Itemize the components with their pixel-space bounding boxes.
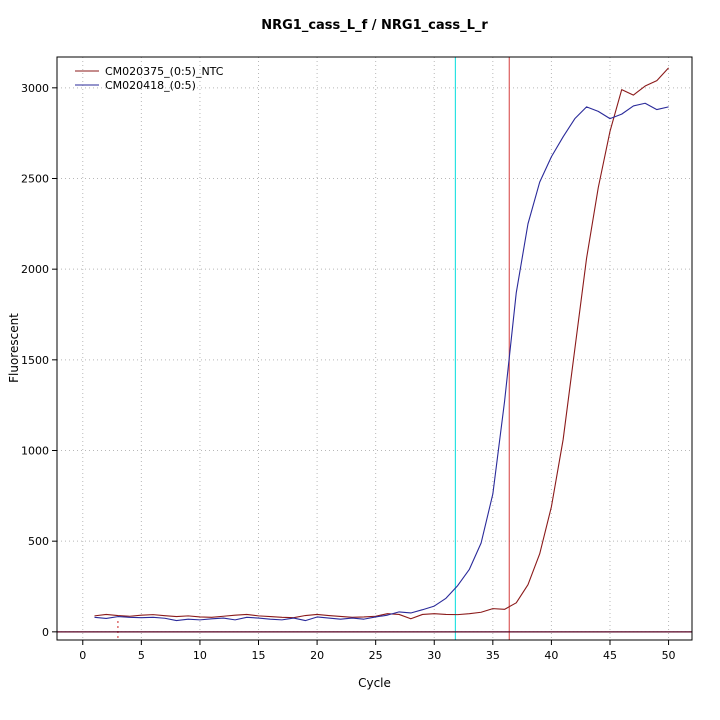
y-tick-label: 1000 <box>21 445 49 458</box>
y-tick-label: 2000 <box>21 263 49 276</box>
x-tick-label: 50 <box>662 649 676 662</box>
x-tick-label: 15 <box>252 649 266 662</box>
x-tick-label: 30 <box>427 649 441 662</box>
x-tick-label: 0 <box>79 649 86 662</box>
legend-label-0: CM020375_(0:5)_NTC <box>105 65 224 78</box>
x-tick-label: 10 <box>193 649 207 662</box>
series-line-0 <box>94 67 669 620</box>
x-tick-label: 45 <box>603 649 617 662</box>
y-tick-label: 1500 <box>21 354 49 367</box>
y-tick-label: 500 <box>28 535 49 548</box>
x-axis-label: Cycle <box>358 676 391 690</box>
x-tick-label: 25 <box>369 649 383 662</box>
legend-label-1: CM020418_(0:5) <box>105 79 196 92</box>
x-tick-label: 35 <box>486 649 500 662</box>
series-line-1 <box>94 102 669 622</box>
y-tick-label: 0 <box>42 626 49 639</box>
plot-border <box>56 56 693 641</box>
y-axis-label: Fluorescent <box>7 313 21 383</box>
y-tick-label: 3000 <box>21 82 49 95</box>
x-tick-label: 40 <box>544 649 558 662</box>
x-tick-label: 20 <box>310 649 324 662</box>
chart-title: NRG1_cass_L_f / NRG1_cass_L_r <box>261 18 488 33</box>
x-tick-label: 5 <box>138 649 145 662</box>
y-tick-label: 2500 <box>21 172 49 185</box>
